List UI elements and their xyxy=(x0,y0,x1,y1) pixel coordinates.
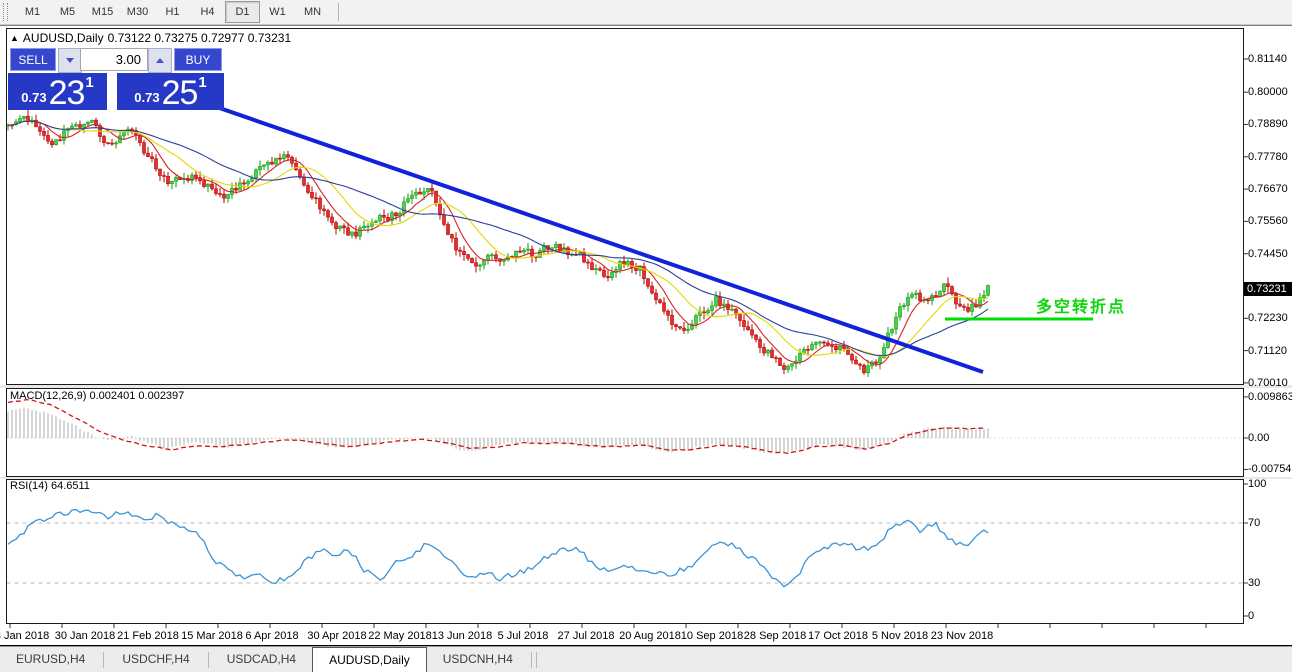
price-axis-label: 0.74450 xyxy=(1248,247,1288,260)
rsi-axis-label: 100 xyxy=(1248,478,1267,490)
annotation-text: 多空转折点 xyxy=(1036,299,1127,316)
toolbar-separator xyxy=(338,3,339,21)
price-axis-label: 0.70010 xyxy=(1248,376,1288,389)
sell-price-pips: 23 xyxy=(48,74,86,112)
rsi-axis-label: 0 xyxy=(1248,610,1255,622)
date-axis-label: 30 Jan 2018 xyxy=(54,630,116,642)
current-price-badge: 0.73231 xyxy=(1244,282,1292,296)
rsi-axis-label: 30 xyxy=(1248,577,1261,589)
timeframe-button-m1[interactable]: M1 xyxy=(24,6,41,18)
sell-price-button[interactable]: 0.73 23 1 xyxy=(8,73,107,110)
price-axis-label: 0.80000 xyxy=(1248,86,1288,99)
rsi-indicator-label: RSI(14) 64.6511 xyxy=(10,480,90,492)
date-axis-label: 22 May 2018 xyxy=(368,630,432,642)
buy-price-point: 1 xyxy=(198,74,207,91)
price-axis-label: 0.76670 xyxy=(1248,183,1288,196)
chevron-down-icon xyxy=(66,58,74,63)
date-axis-label: 15 Mar 2018 xyxy=(181,630,243,642)
candles-layer xyxy=(7,82,1093,377)
tab-audusd-daily[interactable]: AUDUSD,Daily xyxy=(312,647,427,672)
price-axis-label: 0.81140 xyxy=(1248,53,1287,65)
timeframe-buttons: M1 M5 M15 M30 H1 H4 D1 W1 MN xyxy=(15,1,330,23)
timeframe-toolbar: M1 M5 M15 M30 H1 H4 D1 W1 MN xyxy=(0,0,1292,25)
buy-price-button[interactable]: 0.73 25 1 xyxy=(117,73,224,110)
date-axis-label: 20 Aug 2018 xyxy=(619,630,681,642)
price-axis-label: 0.75560 xyxy=(1248,215,1288,228)
date-axis-label: 21 Feb 2018 xyxy=(117,630,179,642)
timeframe-button-m5[interactable]: M5 xyxy=(59,6,76,18)
chart-title: ▲ AUDUSD,Daily 0.73122 0.73275 0.72977 0.7… xyxy=(10,31,291,45)
date-axis-label: 30 Apr 2018 xyxy=(307,630,367,642)
timeframe-button-m30[interactable]: M30 xyxy=(126,6,149,18)
sell-price-base: 0.73 xyxy=(21,90,47,105)
sell-button[interactable]: SELL xyxy=(10,48,56,71)
candlestick-chart-canvas[interactable] xyxy=(0,25,1292,646)
timeframe-button-m15[interactable]: M15 xyxy=(91,6,114,18)
price-axis-label: 0.77780 xyxy=(1248,150,1288,163)
toolbar-grip[interactable] xyxy=(3,3,8,21)
main-pane xyxy=(6,28,1244,385)
collapse-arrow-icon[interactable]: ▲ xyxy=(10,33,19,43)
buy-price-base: 0.73 xyxy=(134,90,160,105)
timeframe-button-w1[interactable]: W1 xyxy=(269,6,286,18)
date-axis-label: 5 Nov 2018 xyxy=(871,630,929,642)
tab-separator xyxy=(530,652,532,668)
chart-window xyxy=(0,25,1292,647)
date-axis-label: 23 Nov 2018 xyxy=(930,630,994,642)
macd-axis-label: 0.00 xyxy=(1248,432,1270,444)
rsi-layer xyxy=(7,508,1243,588)
tab-separator xyxy=(103,652,105,668)
date-axis-label: 6 Apr 2018 xyxy=(245,630,299,642)
volume-input[interactable] xyxy=(80,48,148,71)
macd-indicator-label: MACD(12,26,9) 0.002401 0.002397 xyxy=(10,390,185,402)
chart-ohlc-values: 0.73122 0.73275 0.72977 0.73231 xyxy=(107,31,292,45)
macd-pane xyxy=(6,388,1244,477)
macd-axis-label: 0.009863 xyxy=(1248,390,1292,403)
macd-layer xyxy=(7,398,1243,455)
price-axis-label: 0.72230 xyxy=(1248,312,1288,325)
tab-usdchf-h4[interactable]: USDCHF,H4 xyxy=(122,652,190,666)
timeframe-button-mn[interactable]: MN xyxy=(303,6,322,18)
tab-usdcnh-h4[interactable]: USDCNH,H4 xyxy=(442,652,513,666)
date-axis-label: 8 Jan 2018 xyxy=(0,630,50,642)
chart-tabs-bar: EURUSD,H4 USDCHF,H4 USDCAD,H4 AUDUSD,Daily U… xyxy=(0,646,1292,672)
tab-usdcad-h4[interactable]: USDCAD,H4 xyxy=(226,652,297,666)
buy-button[interactable]: BUY xyxy=(174,48,222,71)
tab-separator xyxy=(207,652,209,668)
tab-separator xyxy=(535,652,537,668)
price-axis-label: 0.71120 xyxy=(1248,344,1287,357)
timeframe-button-h1[interactable]: H1 xyxy=(165,6,180,18)
date-axis-label: 10 Sep 2018 xyxy=(680,630,744,642)
date-axis-label: 17 Oct 2018 xyxy=(808,630,868,642)
sell-price-point: 1 xyxy=(85,74,94,91)
rsi-axis-label: 70 xyxy=(1248,517,1261,529)
rsi-pane xyxy=(6,479,1244,624)
timeframe-button-h4[interactable]: H4 xyxy=(200,6,215,18)
volume-decrease-button[interactable] xyxy=(58,48,82,73)
chart-symbol-label: AUDUSD,Daily xyxy=(22,31,104,45)
date-axis-label: 27 Jul 2018 xyxy=(557,630,615,642)
macd-axis-label: -0.007543 xyxy=(1248,463,1292,476)
chevron-up-icon xyxy=(156,58,164,63)
date-axis-label: 28 Sep 2018 xyxy=(743,630,807,642)
timeframe-button-d1[interactable]: D1 xyxy=(225,1,260,23)
date-axis-label: 13 Jun 2018 xyxy=(431,630,493,642)
price-axis-label: 0.78890 xyxy=(1248,118,1288,131)
tab-eurusd-h4[interactable]: EURUSD,H4 xyxy=(16,652,86,666)
date-axis-label: 5 Jul 2018 xyxy=(497,630,549,642)
buy-price-pips: 25 xyxy=(161,74,199,112)
volume-increase-button[interactable] xyxy=(148,48,172,73)
